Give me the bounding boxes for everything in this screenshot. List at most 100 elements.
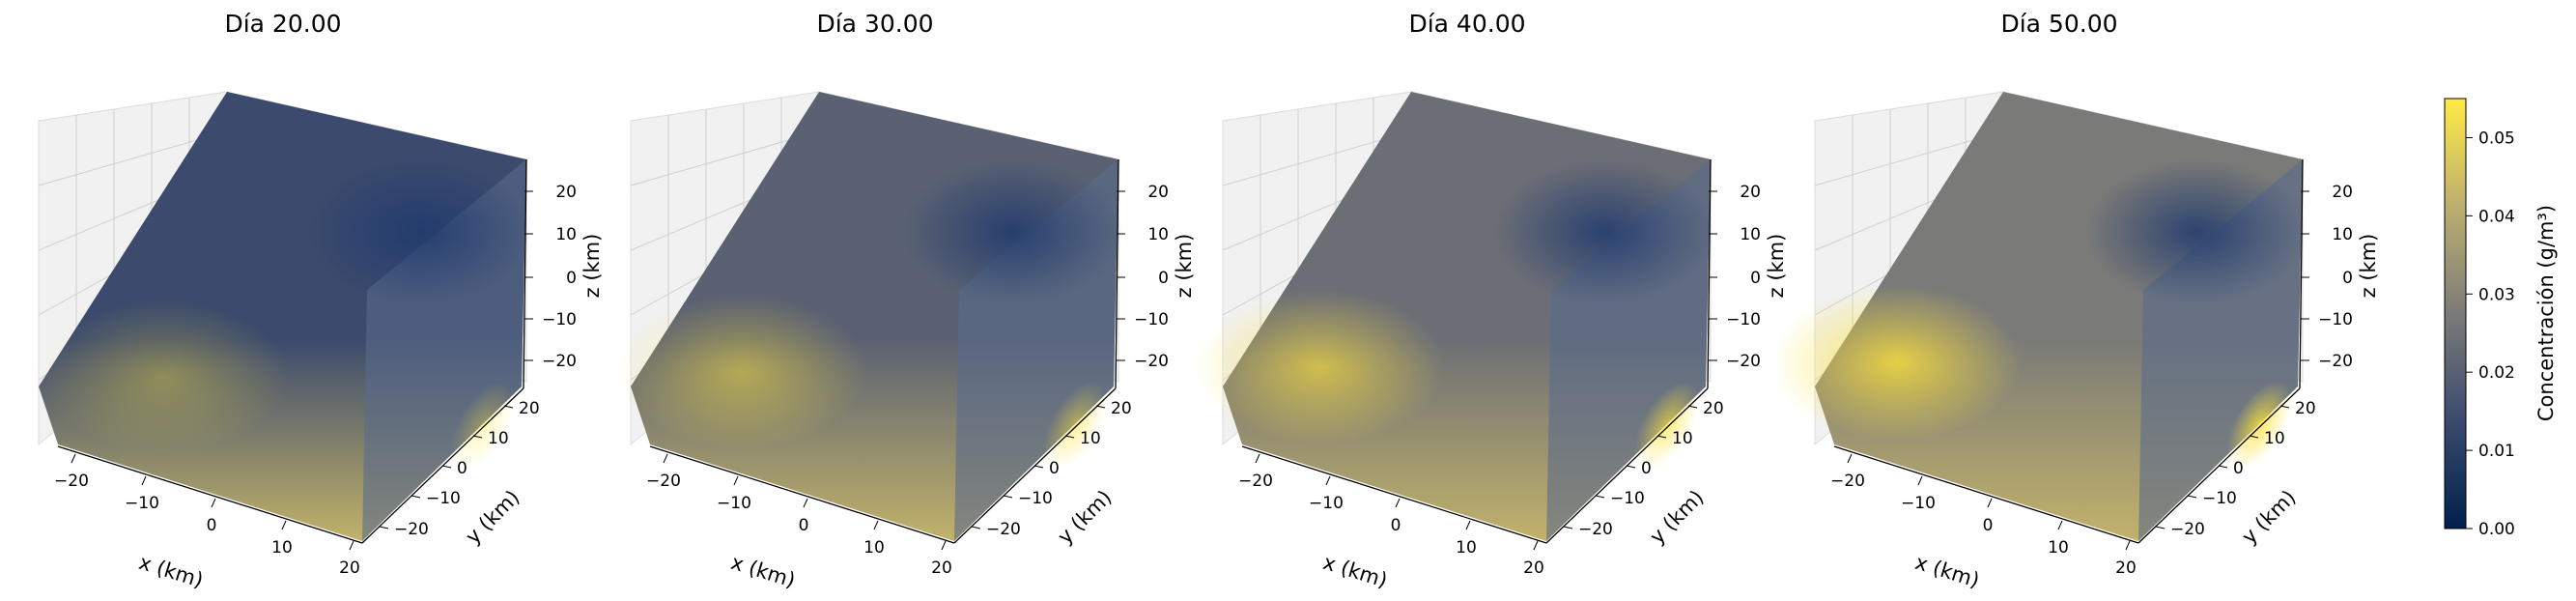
panel-title: Día 50.00	[2000, 10, 2117, 38]
z-axis-label: z (km)	[1173, 234, 1196, 299]
y-tick-label: −20	[1578, 520, 1613, 539]
y-tick-label: 10	[488, 429, 509, 448]
z-tick-label: 0	[1750, 269, 1761, 288]
high-concentration-blob	[1771, 285, 2023, 440]
x-tick	[1465, 520, 1471, 530]
z-tick-label: 10	[1740, 225, 1761, 244]
low-concentration-blob	[309, 159, 531, 304]
x-axis-line	[1241, 445, 1547, 544]
x-tick	[281, 520, 287, 530]
y-tick-label: −10	[1018, 489, 1053, 508]
z-axis-line	[2299, 158, 2304, 389]
x-tick	[803, 498, 808, 508]
x-tick	[1395, 498, 1401, 508]
low-concentration-blob	[901, 159, 1123, 304]
x-tick	[1533, 540, 1539, 551]
panel-title: Día 20.00	[224, 10, 341, 38]
y-tick-label: 0	[457, 459, 467, 478]
z-tick-label: 20	[555, 183, 577, 202]
z-tick-label: −20	[1134, 352, 1169, 371]
colorbar: 0.00 0.01 0.02 0.03 0.04 0.05 Concentración (…	[2444, 98, 2558, 539]
secondary-blob	[2226, 381, 2292, 470]
y-tick-label: 20	[519, 399, 540, 418]
y-tick-label: 10	[1672, 429, 1693, 448]
colorbar-tick-label: 0.03	[2478, 285, 2515, 304]
x-tick	[663, 453, 668, 464]
colorbar-tick-label: 0.00	[2478, 520, 2515, 539]
x-tick-label: 0	[1391, 516, 1401, 535]
z-tick-label: 20	[2332, 183, 2353, 202]
y-axis-label: y (km)	[1645, 485, 1708, 548]
high-concentration-blob	[39, 300, 290, 454]
colorbar-tick-label: 0.05	[2478, 129, 2515, 148]
z-tick-label: 10	[1147, 225, 1169, 244]
x-axis-line	[649, 445, 955, 544]
z-tick-label: 0	[1158, 269, 1169, 288]
y-tick	[1687, 405, 1698, 409]
x-tick-label: 10	[271, 538, 293, 558]
z-tick-label: −20	[542, 352, 577, 371]
x-tick-label: −10	[717, 494, 751, 513]
high-concentration-blob	[1194, 290, 1445, 444]
z-axis-line	[1115, 158, 1119, 389]
x-axis-label: x (km)	[1912, 551, 1982, 592]
y-tick	[1656, 435, 1667, 439]
x-axis-label: x (km)	[728, 551, 798, 592]
y-tick	[1563, 526, 1573, 529]
y-tick-label: 20	[1111, 399, 1132, 418]
x-tick	[141, 475, 147, 486]
x-tick	[873, 520, 879, 530]
x-tick	[941, 540, 947, 551]
y-tick	[971, 526, 981, 529]
panel-title: Día 40.00	[1408, 10, 1525, 38]
x-tick	[1847, 453, 1853, 464]
z-axis-label: z (km)	[580, 234, 604, 299]
z-tick-label: 20	[1740, 183, 1761, 202]
y-tick-label: 20	[2295, 399, 2316, 418]
panel-2: Día 30.00 −20 −10 0 10 20 x (km) −20 −10 0 10 20 y (…	[616, 10, 1196, 592]
colorbar-gradient	[2444, 98, 2467, 529]
z-tick-label: 0	[2342, 269, 2353, 288]
y-tick	[410, 495, 421, 499]
grid-line	[38, 130, 228, 186]
y-tick	[379, 526, 389, 529]
z-tick-label: −10	[2318, 310, 2353, 329]
z-axis-label: z (km)	[2357, 234, 2380, 299]
secondary-blob	[1042, 381, 1108, 470]
z-tick-label: −20	[2318, 352, 2353, 371]
grid-line	[1222, 130, 1412, 186]
x-tick-label: 10	[1456, 538, 1477, 558]
z-tick-label: 20	[1147, 183, 1169, 202]
grid-line	[1814, 130, 2004, 186]
x-tick	[1987, 498, 1993, 508]
x-tick-label: 20	[2115, 558, 2137, 578]
y-tick-label: 10	[2264, 429, 2285, 448]
y-tick	[503, 405, 514, 409]
x-tick-label: 10	[2048, 538, 2069, 558]
x-tick	[733, 475, 739, 486]
z-tick-label: −20	[1726, 352, 1761, 371]
secondary-blob	[1634, 381, 1700, 470]
x-tick-label: 20	[339, 558, 360, 578]
z-tick-label: 10	[555, 225, 577, 244]
z-tick-label: −10	[1134, 310, 1169, 329]
y-tick	[1626, 465, 1636, 469]
y-tick-label: −10	[426, 489, 461, 508]
y-tick	[2218, 465, 2228, 469]
low-concentration-blob	[1493, 159, 1715, 304]
x-tick-label: −10	[125, 494, 159, 513]
y-axis-label: y (km)	[461, 485, 524, 548]
x-tick-label: 20	[1523, 558, 1544, 578]
x-tick-label: −20	[646, 472, 681, 491]
y-tick	[1095, 405, 1106, 409]
z-tick-label: −10	[1726, 310, 1761, 329]
grid-line	[630, 130, 820, 186]
y-tick	[2187, 495, 2197, 499]
x-tick-label: 10	[863, 538, 885, 558]
y-tick-label: −20	[2170, 520, 2205, 539]
y-tick	[2249, 435, 2259, 439]
y-tick-label: 0	[2233, 459, 2244, 478]
x-tick	[1917, 475, 1923, 486]
y-tick	[1033, 465, 1044, 469]
z-tick-label: 0	[566, 269, 577, 288]
